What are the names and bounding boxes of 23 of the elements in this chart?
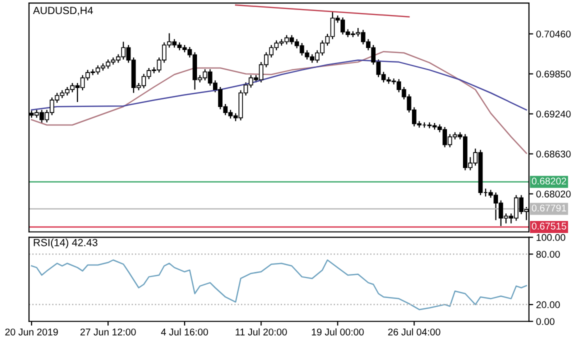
x-tick-label: 11 Jul 20:00: [236, 328, 287, 336]
x-tick-label: 27 Jun 12:00: [80, 328, 136, 336]
y-tick-label: 20.00: [536, 301, 560, 308]
line-series: [30, 50, 528, 154]
chart-title: AUDUSD,H4: [33, 6, 93, 16]
x-tick-label: 19 Jul 00:00: [312, 328, 364, 336]
y-tick-label: 0.00: [536, 318, 554, 325]
x-tick-label: 4 Jul 16:00: [161, 328, 208, 336]
ref-line-label: 0.67515: [532, 222, 566, 230]
y-tick-label: 0.68020: [536, 190, 571, 198]
y-tick-label: 0.68630: [536, 150, 571, 158]
y-tick-label: 80.00: [536, 250, 560, 258]
y-tick-label: 0.70460: [536, 30, 571, 38]
ref-line-label: 0.67791: [532, 204, 566, 212]
y-tick-label: 0.69850: [536, 70, 571, 78]
line-series: [30, 59, 528, 111]
x-tick-label: 26 Jul 04:00: [388, 328, 440, 336]
ref-line-label: 0.68202: [532, 178, 566, 185]
line-series: [30, 259, 528, 310]
x-tick-label: 20 Jun 2019: [5, 328, 58, 336]
y-tick-label: 0.69240: [536, 110, 571, 118]
chart-title: RSI(14) 42.43: [34, 238, 98, 248]
y-tick-label: 100.00: [536, 234, 566, 241]
